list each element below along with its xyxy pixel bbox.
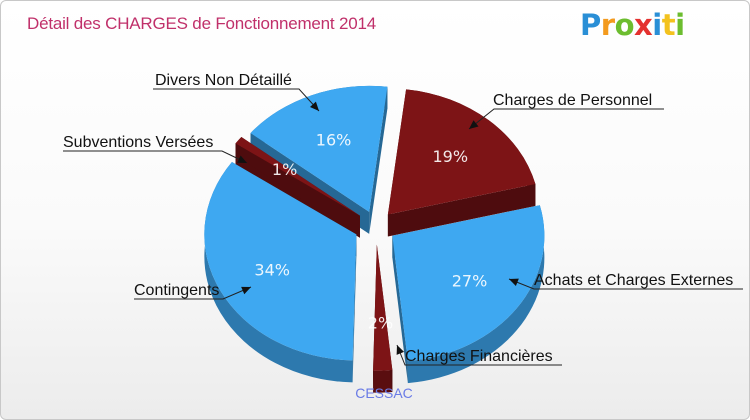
slice-radial-wall [352, 234, 357, 383]
callout-line [153, 88, 320, 112]
callout-line [468, 108, 664, 130]
pie-tops [204, 85, 545, 371]
callout-label: Contingents [134, 282, 219, 299]
slice-achats-et-charges-externes [392, 205, 545, 362]
callout-label: Subventions Versées [63, 134, 213, 151]
slice-percent-label: 1% [272, 160, 297, 179]
slice-percent-label: 2% [368, 314, 393, 333]
logo-letter: o [614, 8, 635, 42]
callout-label: Charges Financières [405, 348, 553, 365]
pie-labels: 19% Charges de Personnel 27% Achats et Char… [63, 72, 743, 366]
callout-label: Divers Non Détaillé [155, 72, 292, 89]
callout-arrow [509, 278, 519, 287]
slice-radial-wall [392, 235, 408, 384]
slice-side-wall [373, 370, 393, 393]
callout-arrow [469, 120, 479, 129]
logo-letter: t [661, 8, 676, 42]
slice-subventions-vers-es [235, 137, 361, 216]
callout-arrow [237, 155, 247, 163]
callout-arrow [309, 101, 319, 111]
logo-letter: x [634, 8, 653, 42]
city-label: CESSAC [355, 385, 413, 401]
slice-side-wall [204, 162, 353, 383]
callout-arrow [241, 286, 251, 295]
callout-label: Charges de Personnel [493, 92, 652, 109]
logo-letter: r [600, 8, 615, 42]
logo-letter: i [675, 8, 685, 42]
callout-line [63, 150, 248, 164]
logo-letter: i [652, 8, 662, 42]
logo-letter: P [580, 8, 601, 42]
slice-percent-label: 27% [452, 272, 488, 291]
slice-charges-financi-res [373, 244, 393, 371]
proxiti-logo: Proxiti [580, 5, 685, 45]
slice-charges-de-personnel [387, 89, 536, 215]
slice-contingents [204, 162, 357, 361]
slice-radial-wall [369, 86, 388, 234]
callout-arrow [396, 345, 405, 355]
slice-divers-non-d-taill- [250, 85, 388, 212]
chart-title: Détail des CHARGES de Fonctionnement 201… [27, 14, 376, 33]
slice-radial-wall [387, 183, 536, 237]
slice-percent-label: 19% [432, 147, 468, 166]
callout-label: Achats et Charges Externes [534, 272, 733, 289]
callout-line [134, 286, 252, 300]
slice-percent-label: 34% [254, 261, 290, 280]
slice-percent-label: 16% [316, 131, 352, 150]
